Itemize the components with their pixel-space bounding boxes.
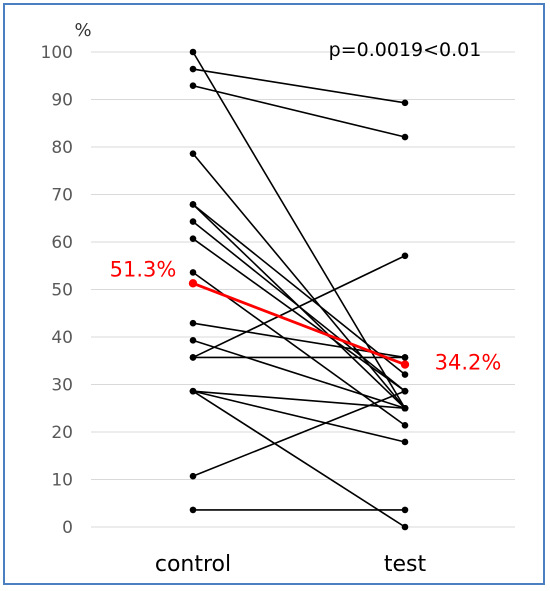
test-point — [401, 438, 409, 446]
control-point — [189, 82, 197, 90]
y-tick-label: 70 — [51, 186, 73, 206]
grid-layer — [91, 51, 515, 528]
y-tick-label: 100 — [41, 43, 73, 63]
control-point — [189, 65, 197, 73]
y-axis-label: % — [74, 20, 91, 41]
control-point — [189, 387, 197, 395]
control-point — [189, 337, 197, 344]
pair-line — [192, 390, 406, 443]
control-point — [189, 472, 197, 480]
x-tick-label: test — [384, 552, 427, 577]
pair-line — [192, 390, 406, 528]
axis-layer: % p=0.0019<0.01 0 10 20 30 40 50 60 70 80 90 100 co… — [41, 20, 482, 577]
y-tick-label: 60 — [51, 233, 73, 253]
mean-control-point — [188, 279, 198, 288]
y-tick-label: 50 — [51, 281, 73, 301]
control-point — [189, 506, 197, 514]
test-point — [401, 523, 409, 531]
y-tick-label: 80 — [51, 138, 73, 158]
test-point — [401, 354, 409, 361]
pairs-layer — [189, 48, 409, 531]
mean-test-label: 34.2% — [435, 351, 502, 375]
pair-line — [192, 238, 406, 392]
test-point — [401, 99, 409, 107]
control-point — [189, 319, 197, 327]
pair-line — [192, 390, 406, 477]
test-point — [401, 506, 409, 514]
control-point — [189, 235, 197, 242]
x-tick-label: control — [155, 552, 231, 577]
test-point — [401, 404, 409, 412]
y-tick-label: 40 — [51, 328, 73, 348]
test-point — [401, 371, 409, 378]
y-tick-label: 0 — [62, 518, 73, 538]
y-tick-label: 30 — [51, 376, 73, 396]
test-point — [401, 252, 409, 260]
pair-line — [192, 84, 406, 138]
pair-line — [192, 339, 406, 410]
pair-line — [192, 203, 406, 376]
p-value-annotation: p=0.0019<0.01 — [329, 39, 482, 61]
mean-control-label: 51.3% — [110, 257, 177, 281]
mean-test-point — [400, 360, 410, 369]
control-point — [189, 201, 197, 208]
pair-line — [192, 68, 406, 104]
test-point — [401, 133, 409, 141]
control-point — [189, 218, 197, 225]
control-point — [189, 48, 197, 56]
mean-layer: 51.3% 34.2% — [110, 257, 502, 374]
pair-line — [192, 255, 406, 359]
y-tick-label: 90 — [51, 91, 73, 111]
control-point — [189, 150, 197, 157]
y-tick-label: 10 — [51, 471, 73, 491]
y-tick-label: 20 — [51, 423, 73, 443]
paired-line-chart: % p=0.0019<0.01 0 10 20 30 40 50 60 70 80 90 100 co… — [41, 20, 515, 577]
test-point — [401, 422, 409, 429]
test-point — [401, 387, 409, 395]
pair-line — [192, 390, 406, 410]
pair-line — [192, 153, 406, 409]
chart-frame: % p=0.0019<0.01 0 10 20 30 40 50 60 70 80 90 100 co… — [3, 3, 545, 585]
control-point — [189, 354, 197, 361]
mean-line — [192, 282, 406, 366]
pair-line — [192, 51, 406, 409]
control-point — [189, 269, 197, 276]
